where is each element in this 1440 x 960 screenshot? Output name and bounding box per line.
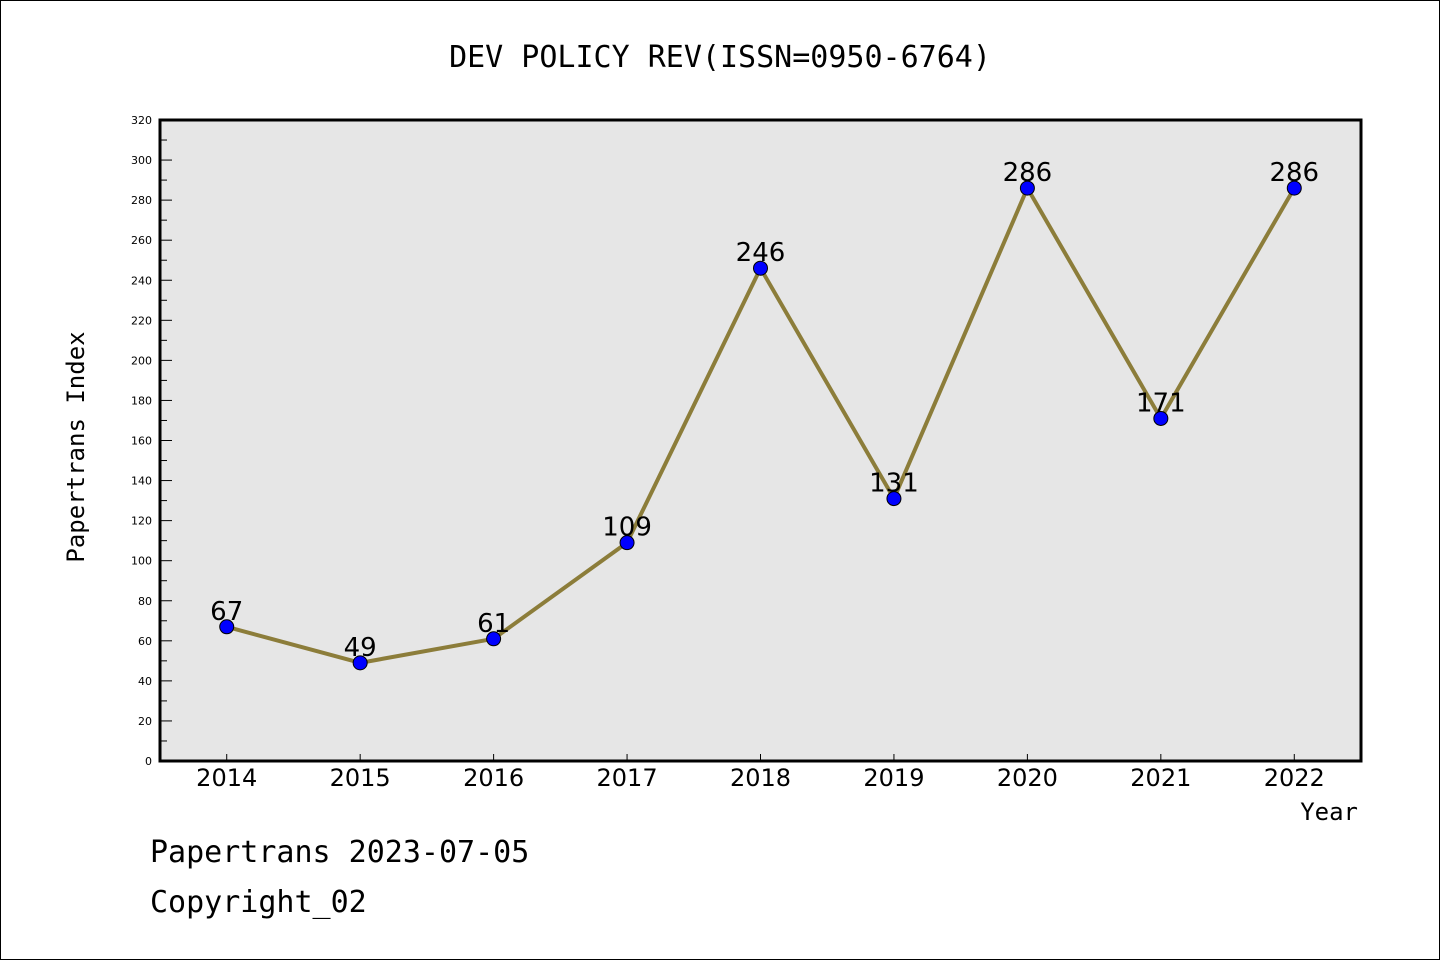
data-label: 246 <box>736 238 786 268</box>
y-tick-label: 120 <box>131 515 152 528</box>
y-tick-label: 220 <box>131 314 152 327</box>
data-label: 49 <box>344 633 377 663</box>
data-point-marker <box>619 535 635 551</box>
data-point-marker <box>753 260 768 276</box>
y-tick-label: 260 <box>131 234 152 247</box>
y-tick-label: 320 <box>131 114 152 127</box>
data-point-marker <box>1153 410 1169 426</box>
data-label: 171 <box>1136 388 1186 418</box>
plot-area <box>160 120 1361 761</box>
x-tick-label: 2017 <box>597 764 658 792</box>
footer-copyright: Copyright_02 <box>150 885 367 920</box>
footer-date: Papertrans 2023-07-05 <box>150 835 530 870</box>
data-point-marker <box>219 619 235 635</box>
data-point-marker <box>1019 180 1035 196</box>
y-axis: 0 20 40 60 80 100 120 140 160 180 200 220 240 260 280 3… <box>131 114 172 768</box>
x-axis-title: Year <box>1300 798 1358 826</box>
x-tick-label: 2015 <box>330 764 391 792</box>
marker-group <box>219 180 1302 671</box>
y-axis-title: Papertrans Index <box>62 331 90 562</box>
x-tick-label: 2019 <box>863 764 924 792</box>
y-tick-label: 140 <box>131 475 152 488</box>
data-label: 61 <box>477 609 510 639</box>
x-tick-label: 2021 <box>1130 764 1191 792</box>
data-point-marker <box>352 655 368 671</box>
y-tick-label: 20 <box>138 715 152 728</box>
data-label: 131 <box>869 469 919 499</box>
x-tick-label: 2020 <box>997 764 1058 792</box>
data-label: 109 <box>602 513 652 543</box>
plot-border <box>158 118 1363 763</box>
data-label: 286 <box>1003 158 1053 188</box>
data-label-group: 67 49 61 109 246 131 286 171 286 <box>210 158 1319 663</box>
chart-title: DEV POLICY REV(ISSN=0950-6764) <box>449 40 991 75</box>
y-tick-label: 40 <box>138 675 152 688</box>
x-tick-label: 2014 <box>196 764 257 792</box>
data-label: 67 <box>210 597 243 627</box>
data-point-marker <box>1286 180 1302 196</box>
y-tick-label: 80 <box>138 595 152 608</box>
y-tick-label: 180 <box>131 394 152 407</box>
y-tick-label: 60 <box>138 635 152 648</box>
data-point-marker <box>886 491 902 507</box>
x-tick-label: 2022 <box>1264 764 1325 792</box>
y-tick-label: 240 <box>131 274 152 287</box>
x-tick-label: 2018 <box>730 764 791 792</box>
x-axis: 2014 2015 2016 2017 2018 2019 2020 2021 2022 <box>196 754 1325 792</box>
y-tick-label: 300 <box>131 154 152 167</box>
y-tick-label: 160 <box>131 435 152 448</box>
y-tick-label: 200 <box>131 354 152 367</box>
data-point-marker <box>486 631 502 647</box>
x-tick-label: 2016 <box>463 764 524 792</box>
y-tick-label: 280 <box>131 194 152 207</box>
data-label: 286 <box>1269 158 1319 188</box>
y-tick-label: 100 <box>131 555 152 568</box>
y-tick-label: 0 <box>145 755 152 768</box>
